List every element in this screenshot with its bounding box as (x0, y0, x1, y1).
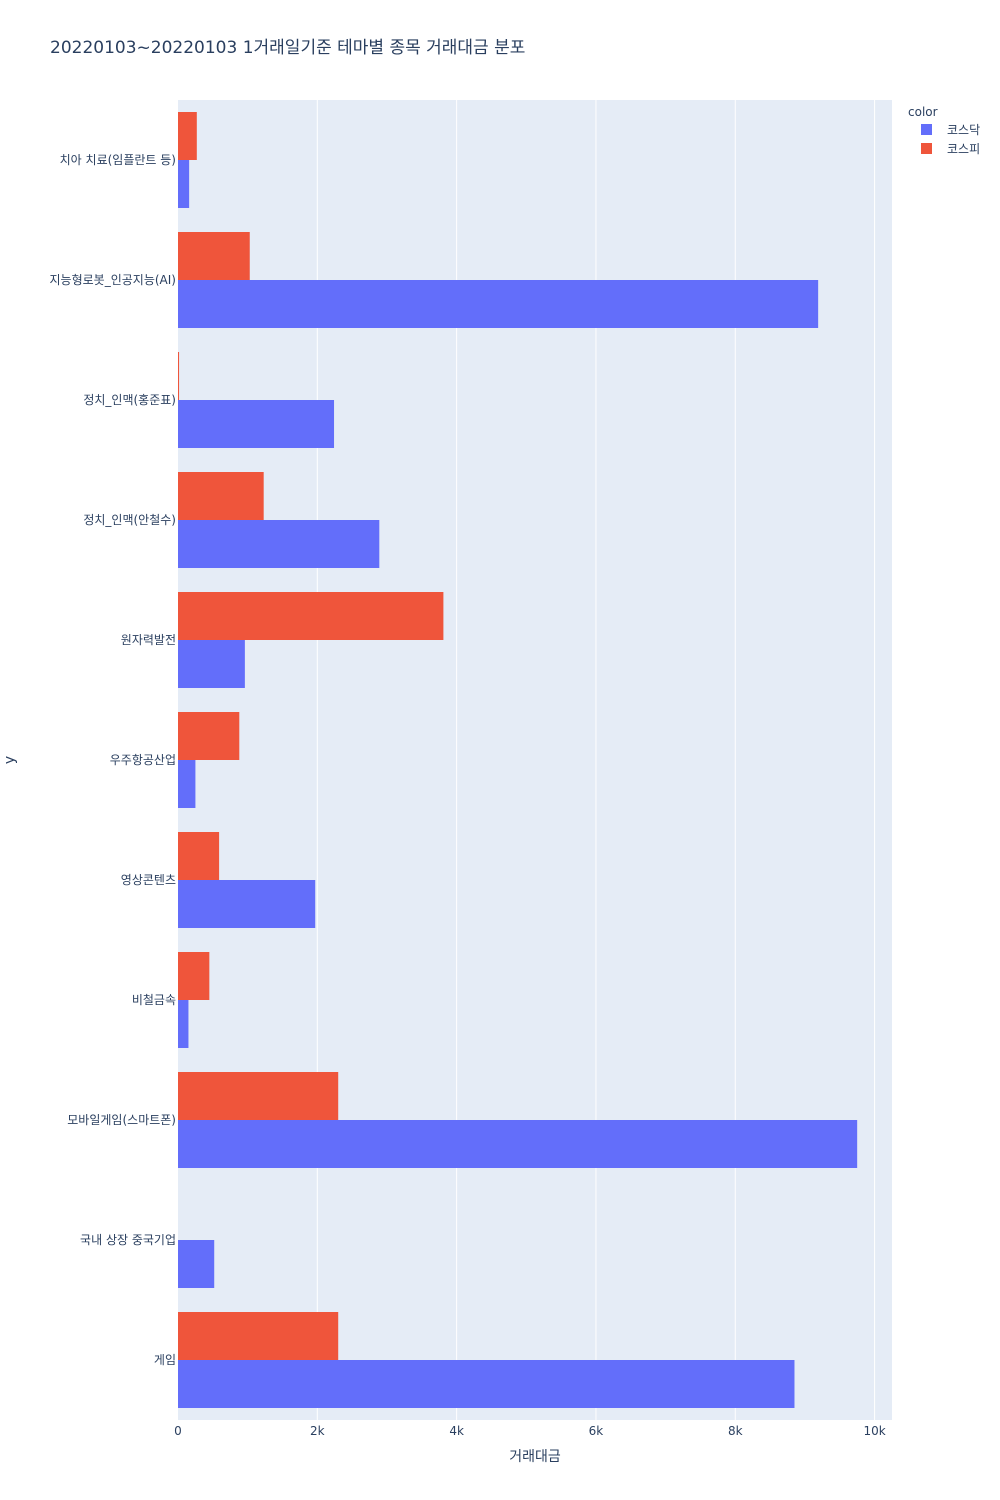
bar-kosdaq[interactable] (178, 760, 196, 808)
legend-swatch-kospi (921, 143, 932, 154)
y-tick-label: 게임 (154, 1353, 176, 1367)
bar-kospi[interactable] (178, 832, 220, 880)
bars (178, 112, 858, 1408)
y-axis-ticks: 게임 국내 상장 중국기업 모바일게임(스마트폰) 비철금속 영상콘텐츠 우주항공산업 원자… (50, 153, 176, 1367)
y-axis-title: y (2, 756, 18, 764)
x-tick-label: 6k (589, 1424, 604, 1438)
bar-kospi[interactable] (178, 1072, 339, 1120)
bar-kospi[interactable] (178, 952, 210, 1000)
legend-swatch-kosdaq (921, 124, 932, 135)
x-tick-label: 0 (174, 1424, 182, 1438)
legend-label-kospi: 코스피 (947, 142, 980, 156)
y-tick-label: 지능형로봇_인공지능(AI) (50, 273, 176, 287)
legend-item-kospi[interactable]: 코스피 (921, 142, 980, 156)
bar-kosdaq[interactable] (178, 160, 190, 208)
bar-kosdaq[interactable] (178, 880, 316, 928)
x-tick-label: 10k (863, 1424, 885, 1438)
y-tick-label: 우주항공산업 (110, 753, 176, 767)
x-tick-label: 2k (310, 1424, 325, 1438)
bar-kosdaq[interactable] (178, 1240, 215, 1288)
y-tick-label: 정치_인맥(안철수) (83, 513, 176, 527)
x-axis-title: 거래대금 (509, 1449, 561, 1465)
y-tick-label: 비철금속 (132, 993, 176, 1007)
bar-kospi[interactable] (178, 472, 264, 520)
x-tick-label: 4k (449, 1424, 464, 1438)
bar-kospi[interactable] (178, 232, 250, 280)
bar-kospi[interactable] (178, 1312, 339, 1360)
y-tick-label: 치아 치료(임플란트 등) (60, 153, 176, 167)
y-tick-label: 모바일게임(스마트폰) (67, 1113, 176, 1127)
y-tick-label: 영상콘텐츠 (121, 873, 176, 887)
bar-kospi[interactable] (178, 712, 240, 760)
bar-kosdaq[interactable] (178, 400, 335, 448)
legend-item-kosdaq[interactable]: 코스닥 (921, 123, 980, 137)
bar-kosdaq[interactable] (178, 520, 380, 568)
x-tick-label: 8k (728, 1424, 743, 1438)
bar-kosdaq[interactable] (178, 640, 245, 688)
bar-kosdaq[interactable] (178, 1000, 189, 1048)
legend-title: color (908, 105, 938, 119)
bar-kosdaq[interactable] (178, 1360, 795, 1408)
legend: color 코스닥 코스피 (908, 105, 980, 156)
bar-kosdaq[interactable] (178, 280, 819, 328)
bar-kosdaq[interactable] (178, 1120, 858, 1168)
y-tick-label: 정치_인맥(홍준표) (83, 393, 176, 407)
bar-kospi[interactable] (178, 592, 444, 640)
x-axis-ticks: 0 2k 4k 6k 8k 10k (174, 1424, 886, 1438)
chart-title: 20220103~20220103 1거래일기준 테마별 종목 거래대금 분포 (50, 38, 526, 58)
legend-label-kosdaq: 코스닥 (947, 123, 980, 137)
bar-kospi[interactable] (178, 112, 197, 160)
y-tick-label: 국내 상장 중국기업 (80, 1233, 176, 1247)
y-tick-label: 원자력발전 (121, 633, 176, 647)
bar-kospi[interactable] (178, 352, 180, 400)
